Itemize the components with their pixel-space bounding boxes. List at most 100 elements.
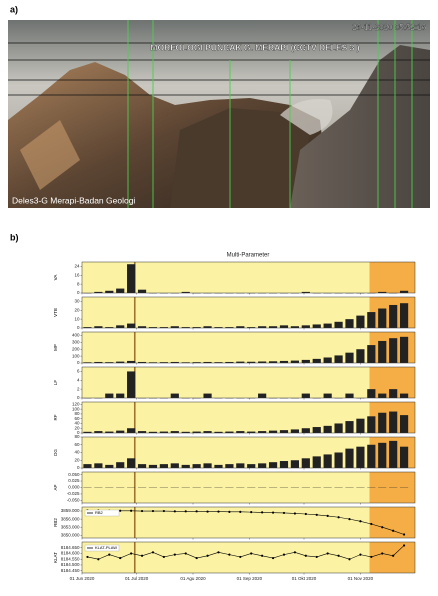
bar [323, 393, 332, 398]
bar [345, 421, 354, 433]
bar [389, 389, 398, 398]
bar [279, 325, 289, 328]
bar [378, 308, 387, 328]
y-tick-label: 0.050 [68, 472, 80, 477]
y-tick-label: 400 [72, 333, 80, 338]
bar [181, 464, 190, 468]
bar [127, 371, 136, 398]
series-point [140, 509, 144, 513]
series-point [348, 518, 351, 521]
slope [20, 120, 80, 190]
bar [279, 430, 289, 433]
panel-label: b) [10, 232, 19, 242]
y-axis-label: MP [53, 344, 58, 351]
photo-timestamp: 26-11-2020 05:52:16 [352, 23, 426, 32]
bar [367, 416, 376, 433]
bar [137, 361, 147, 363]
bar [279, 461, 289, 468]
mountain [170, 108, 310, 208]
bar [170, 361, 179, 363]
y-tick-label: 8 [77, 281, 80, 286]
bar [290, 326, 299, 328]
bar [301, 428, 310, 433]
bar [192, 464, 201, 468]
bar [159, 431, 168, 433]
photo-title: MORFOLOGI PUNCAK G. MERAPI (CCTV DELES 3… [150, 42, 359, 52]
bar [247, 327, 256, 328]
bar [203, 393, 212, 398]
y-tick-label: 8184.500 [61, 562, 80, 567]
bar [345, 393, 354, 398]
y-tick-label: 0.025 [68, 478, 80, 483]
bar [94, 463, 103, 468]
bar [127, 323, 136, 328]
bar [181, 291, 190, 293]
bar [247, 431, 256, 433]
y-tick-label: 8184.550 [61, 556, 80, 561]
bar [356, 315, 365, 328]
series-point [293, 512, 297, 515]
series-point [206, 510, 209, 513]
y-axis-label: VTB [53, 308, 58, 317]
photo: 26-11-2020 05:52:16 MORFOLOGI PUNCAK G. … [8, 20, 430, 208]
y-axis-label: AP [53, 484, 58, 490]
bar [192, 431, 201, 433]
bar [389, 304, 398, 328]
bar [399, 336, 409, 363]
shade-region [369, 507, 415, 538]
bar [137, 326, 147, 328]
bar [94, 361, 103, 363]
bar [399, 393, 409, 398]
y-tick-label: 40 [74, 421, 80, 426]
bar [214, 431, 223, 433]
bar [170, 393, 179, 398]
series-point [293, 551, 297, 554]
series-point [239, 510, 242, 513]
bar [378, 340, 387, 363]
bar [83, 431, 92, 433]
y-tick-label: 3853.000 [61, 524, 80, 529]
bar [399, 446, 409, 468]
panel-frame [81, 506, 416, 539]
bar [203, 361, 212, 363]
bar [334, 452, 343, 468]
bar [148, 431, 158, 433]
y-tick-label: 0 [77, 290, 80, 295]
bar [378, 412, 387, 433]
series-line [87, 510, 405, 535]
series-point [228, 553, 231, 556]
bar [159, 362, 168, 363]
series-point [184, 552, 187, 555]
bar [301, 359, 310, 363]
bar [236, 326, 245, 328]
y-tick-label: 200 [72, 346, 80, 351]
y-tick-label: 40 [74, 450, 80, 455]
y-tick-label: -0.025 [67, 491, 80, 496]
bar [225, 431, 234, 433]
bar [105, 362, 114, 363]
series-point [130, 509, 133, 512]
bar [268, 326, 278, 328]
bar [258, 326, 267, 328]
series-point [381, 526, 384, 529]
bar [399, 290, 409, 293]
series-point [97, 558, 100, 561]
bar [83, 327, 92, 328]
y-tick-label: 2 [77, 386, 80, 391]
y-axis-label: KLAT [53, 552, 58, 563]
bar [323, 425, 332, 433]
bar [127, 428, 136, 433]
series-point [184, 510, 187, 513]
bar [127, 360, 136, 363]
series-point [315, 555, 318, 559]
y-tick-label: 30 [74, 299, 80, 304]
shade-region [369, 262, 415, 293]
series-point [250, 552, 253, 555]
series-point [359, 520, 362, 523]
series-point [119, 556, 122, 560]
bar [312, 358, 321, 363]
series-point [392, 529, 395, 532]
panel-frame [81, 541, 416, 574]
y-tick-label: 10 [74, 316, 80, 321]
bar [116, 393, 125, 398]
